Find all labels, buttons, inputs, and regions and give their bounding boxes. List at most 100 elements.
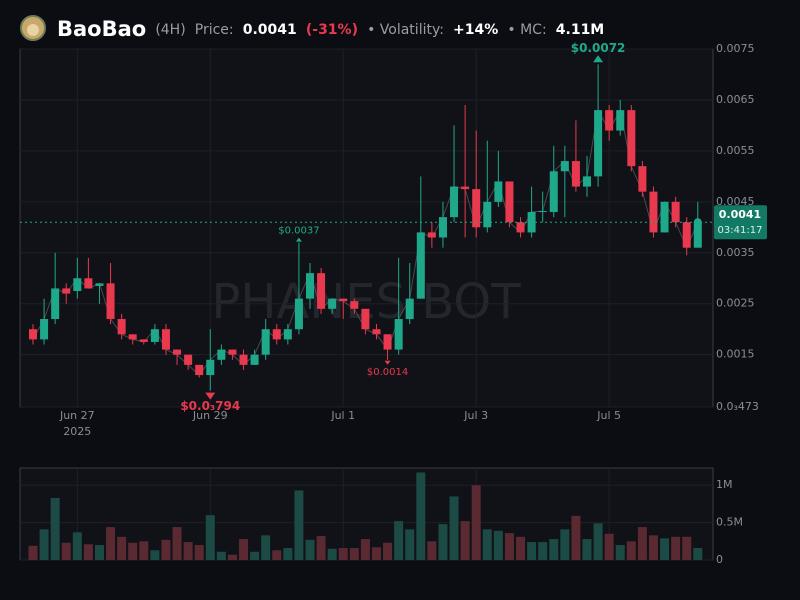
volume-bar [161, 539, 171, 560]
candle-body [128, 334, 137, 340]
volume-bar [405, 529, 415, 560]
volume-bar [83, 544, 93, 560]
volume-bar [250, 551, 260, 560]
price-tag-countdown: 03:41:17 [718, 225, 763, 236]
candle-body [671, 201, 680, 223]
candle-body [106, 283, 115, 320]
price-label: Price: [195, 22, 234, 38]
volume-bar [139, 541, 149, 560]
volume-bar [94, 545, 104, 560]
candle-body [328, 298, 337, 309]
annotation-label: $0.0037 [278, 226, 319, 237]
volume-bar [637, 527, 647, 560]
volume-bar [549, 539, 559, 560]
volume-bar [106, 527, 116, 560]
candle-body [250, 354, 259, 365]
volume-bar [261, 535, 271, 560]
volume-bar [227, 554, 237, 560]
candle-body [272, 329, 281, 340]
volume-bar [72, 532, 82, 560]
candle-body [416, 232, 425, 299]
volatility-label: • Volatility: [367, 22, 444, 38]
candle-body [294, 298, 303, 330]
header: BaoBao (4H) Price: 0.0041 (-31%) • Volat… [57, 17, 604, 41]
price: 0.0041 [243, 22, 297, 38]
interval: (4H) [155, 22, 185, 38]
volume-bar [294, 490, 304, 560]
candle-body [383, 334, 392, 350]
volume-bar [471, 485, 481, 560]
candle-body [571, 161, 580, 187]
volume-bar [216, 551, 226, 560]
y-tick-label: 0.0075 [716, 42, 755, 55]
annotation-arrow [593, 55, 604, 63]
volume-bar [150, 550, 160, 560]
volume-tick-label: 0 [716, 553, 723, 566]
volume-bar [371, 547, 381, 560]
candle-body [583, 176, 591, 187]
candle-body [638, 166, 647, 192]
current-price-dot [693, 218, 702, 227]
volume-bar [582, 539, 592, 560]
mc-label: • MC: [507, 22, 546, 38]
token-icon-face [27, 24, 39, 36]
token-name: BaoBao [57, 17, 146, 41]
volume-bar [615, 545, 625, 560]
candle-body [51, 288, 60, 320]
candle-body [139, 339, 148, 342]
candle-body [461, 186, 470, 190]
volume-bar [272, 550, 282, 560]
candle-body [184, 354, 193, 365]
volume-bar [660, 538, 670, 560]
volume-bar [427, 541, 437, 560]
y-tick-label: 0.0035 [716, 246, 755, 259]
volume-bar [305, 539, 315, 560]
volume-bar [194, 545, 204, 560]
volatility: +14% [453, 22, 498, 38]
volume-bar [460, 521, 470, 560]
volume-bar [172, 527, 182, 560]
volume-bar [383, 542, 393, 560]
candle-body [605, 110, 614, 131]
candle-body [505, 181, 514, 223]
annotation-arrow [205, 392, 216, 400]
volume-bar [183, 542, 193, 560]
candle-body [660, 201, 669, 233]
candle-body [73, 278, 82, 291]
annotation-label: $0.0014 [367, 367, 408, 378]
volume-bar [50, 497, 60, 560]
candle-body [40, 319, 49, 340]
change: (-31%) [306, 22, 358, 38]
volume-bar [316, 536, 326, 560]
volume-bar [693, 548, 703, 560]
volume-bar [128, 542, 138, 560]
candle-body [306, 273, 314, 299]
candle-body [560, 161, 569, 172]
candle-body [95, 283, 104, 286]
candle-body [472, 189, 481, 228]
x-tick-label: Jul 1 [330, 409, 355, 422]
candle-body [549, 171, 558, 213]
price-tag [714, 205, 767, 240]
candle-body [405, 298, 414, 320]
y-tick-label: 0.0015 [716, 348, 755, 361]
annotation-label: $0.0₃794 [180, 399, 240, 413]
volume-bar [438, 524, 448, 560]
annotation-arrow [384, 360, 391, 365]
volume-bar [394, 521, 404, 560]
market-cap: 4.11M [556, 22, 604, 38]
x-tick-label: Jul 3 [463, 409, 488, 422]
candle-body [228, 349, 237, 355]
annotation-label: $0.0072 [571, 41, 626, 55]
candle-body [627, 110, 636, 167]
y-tick-label: 0.0065 [716, 93, 755, 106]
volume-bar [527, 542, 537, 560]
candle-body [450, 186, 459, 218]
x-tick-label: Jul 5 [596, 409, 621, 422]
volume-bar [516, 536, 526, 560]
volume-bar [493, 530, 503, 560]
volume-bar [61, 542, 71, 560]
volume-bar [117, 536, 127, 560]
price-tag-value: 0.0041 [719, 208, 761, 221]
